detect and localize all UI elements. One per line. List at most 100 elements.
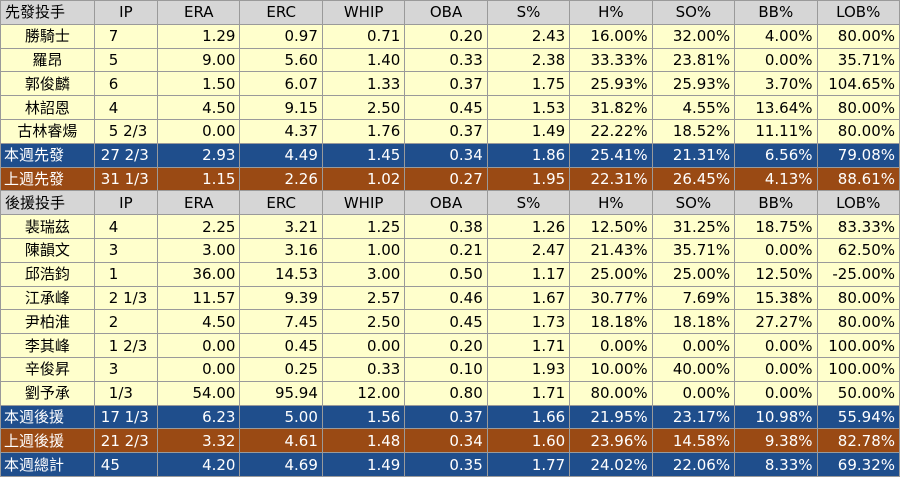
pitcher-row: 羅昂 5 9.00 5.60 1.40 0.33 2.38 33.33% 23.81% 0.00%… (0, 47, 900, 73)
pitcher-name: 林詔恩 (0, 95, 95, 120)
h-pct-cell: 12.50% (569, 214, 653, 239)
h-pct-cell: 0.00% (569, 333, 653, 358)
oba-cell: 0.10 (404, 356, 488, 382)
s-pct-cell: 1.26 (486, 214, 571, 239)
lob-pct-cell: 80.00% (816, 309, 900, 335)
column-header-whip: WHIP (321, 0, 406, 25)
ip-cell: 27 2/3 (93, 142, 159, 168)
so-pct-cell: 25.93% (651, 71, 736, 97)
oba-cell: 0.38 (404, 214, 488, 239)
lob-pct-cell: 80.00% (816, 23, 900, 49)
s-pct-cell: 1.71 (486, 380, 571, 406)
lob-pct-cell: 69.32% (816, 452, 900, 477)
era-cell: 4.50 (157, 309, 241, 335)
lob-pct-cell: 82.78% (816, 428, 900, 454)
h-pct-cell: 25.93% (569, 71, 653, 97)
bb-pct-cell: 9.38% (734, 428, 818, 454)
bb-pct-cell: 0.00% (734, 237, 818, 263)
column-header-s-pct: S% (486, 0, 571, 25)
h-pct-cell: 16.00% (569, 23, 653, 49)
pitcher-name: 本週總計 (0, 452, 95, 477)
pitcher-row: 李其峰 1 2/3 0.00 0.45 0.00 0.20 1.71 0.00% 0.00% 0.… (0, 333, 900, 358)
whip-cell: 2.50 (321, 95, 406, 120)
section-title: 後援投手 (0, 190, 95, 216)
whip-cell: 1.45 (321, 142, 406, 168)
column-header-h-pct: H% (569, 0, 653, 25)
oba-cell: 0.45 (404, 309, 488, 335)
so-pct-cell: 18.52% (651, 118, 736, 144)
whip-cell: 1.02 (321, 166, 406, 192)
era-cell: 9.00 (157, 47, 241, 73)
so-pct-cell: 0.00% (651, 333, 736, 358)
ip-cell: 4 (93, 95, 159, 120)
pitcher-name: 尹柏淮 (0, 309, 95, 335)
ip-cell: 4 (93, 214, 159, 239)
ip-cell: 2 (93, 309, 159, 335)
pitcher-name: 勝騎士 (0, 23, 95, 49)
pitcher-name: 本週先發 (0, 142, 95, 168)
oba-cell: 0.20 (404, 23, 488, 49)
pitcher-name: 辛俊昇 (0, 356, 95, 382)
lob-pct-cell: 100.00% (816, 356, 900, 382)
s-pct-cell: 2.47 (486, 237, 571, 263)
pitcher-row: 裴瑞茲 4 2.25 3.21 1.25 0.38 1.26 12.50% 31.25% 18.7… (0, 214, 900, 239)
ip-cell: 3 (93, 237, 159, 263)
h-pct-cell: 18.18% (569, 309, 653, 335)
oba-cell: 0.34 (404, 142, 488, 168)
ip-cell: 3 (93, 356, 159, 382)
bb-pct-cell: 4.00% (734, 23, 818, 49)
lob-pct-cell: 35.71% (816, 47, 900, 73)
so-pct-cell: 21.31% (651, 142, 736, 168)
oba-cell: 0.46 (404, 285, 488, 311)
h-pct-cell: 10.00% (569, 356, 653, 382)
column-header-bb-pct: BB% (734, 0, 818, 25)
pitcher-row: 辛俊昇 3 0.00 0.25 0.33 0.10 1.93 10.00% 40.00% 0.00… (0, 356, 900, 382)
erc-cell: 2.26 (239, 166, 323, 192)
lob-pct-cell: 80.00% (816, 118, 900, 144)
bb-pct-cell: 12.50% (734, 261, 818, 287)
pitcher-name: 郭俊麟 (0, 71, 95, 97)
oba-cell: 0.50 (404, 261, 488, 287)
era-cell: 3.32 (157, 428, 241, 454)
lob-pct-cell: 100.00% (816, 333, 900, 358)
ip-cell: 2 1/3 (93, 285, 159, 311)
so-pct-cell: 7.69% (651, 285, 736, 311)
h-pct-cell: 23.96% (569, 428, 653, 454)
erc-cell: 3.16 (239, 237, 323, 263)
column-header-era: ERA (157, 0, 241, 25)
oba-cell: 0.35 (404, 452, 488, 477)
column-header-h-pct: H% (569, 190, 653, 216)
h-pct-cell: 21.95% (569, 404, 653, 430)
so-pct-cell: 40.00% (651, 356, 736, 382)
s-pct-cell: 1.75 (486, 71, 571, 97)
era-cell: 0.00 (157, 118, 241, 144)
so-pct-cell: 25.00% (651, 261, 736, 287)
whip-cell: 1.56 (321, 404, 406, 430)
oba-cell: 0.37 (404, 404, 488, 430)
oba-cell: 0.20 (404, 333, 488, 358)
relievers-this-week-row: 本週後援 17 1/3 6.23 5.00 1.56 0.37 1.66 21.95% 23.1… (0, 404, 900, 430)
era-cell: 36.00 (157, 261, 241, 287)
whip-cell: 1.40 (321, 47, 406, 73)
bb-pct-cell: 27.27% (734, 309, 818, 335)
bb-pct-cell: 13.64% (734, 95, 818, 120)
whip-cell: 3.00 (321, 261, 406, 287)
era-cell: 3.00 (157, 237, 241, 263)
whip-cell: 2.50 (321, 309, 406, 335)
erc-cell: 3.21 (239, 214, 323, 239)
s-pct-cell: 1.67 (486, 285, 571, 311)
so-pct-cell: 23.81% (651, 47, 736, 73)
column-header-erc: ERC (239, 0, 323, 25)
lob-pct-cell: 50.00% (816, 380, 900, 406)
lob-pct-cell: -25.00% (816, 261, 900, 287)
ip-cell: 1 (93, 261, 159, 287)
oba-cell: 0.33 (404, 47, 488, 73)
lob-pct-cell: 104.65% (816, 71, 900, 97)
so-pct-cell: 26.45% (651, 166, 736, 192)
bb-pct-cell: 0.00% (734, 380, 818, 406)
ip-cell: 21 2/3 (93, 428, 159, 454)
column-header-bb-pct: BB% (734, 190, 818, 216)
whip-cell: 1.48 (321, 428, 406, 454)
ip-cell: 31 1/3 (93, 166, 159, 192)
